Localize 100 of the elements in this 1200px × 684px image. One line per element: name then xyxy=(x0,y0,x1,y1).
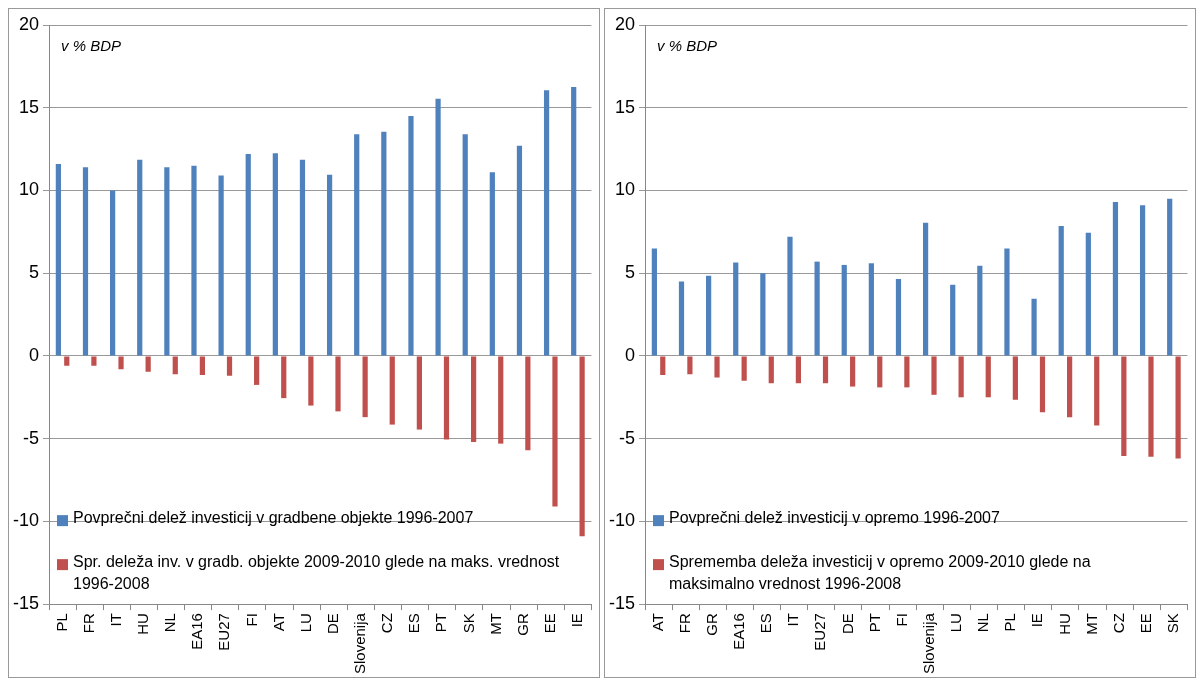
x-tick-label: IT xyxy=(784,613,802,627)
bar xyxy=(795,356,801,384)
y-tick-label: 0 xyxy=(625,344,636,365)
y-tick-label: 15 xyxy=(18,96,40,117)
bar xyxy=(91,356,97,366)
bar xyxy=(435,98,441,356)
bar xyxy=(471,356,477,442)
x-tick-label: SK xyxy=(459,613,477,634)
bar xyxy=(308,356,314,406)
bar xyxy=(191,165,197,356)
bar xyxy=(904,356,910,388)
x-tick-label: NL xyxy=(161,613,179,633)
bar xyxy=(110,190,116,356)
x-tick-label: EE xyxy=(1136,613,1154,634)
bar xyxy=(660,356,666,375)
x-tick-label: NL xyxy=(974,613,992,633)
x-tick-label: GR xyxy=(702,612,720,636)
bar xyxy=(850,356,856,387)
x-tick-label: DE xyxy=(838,613,856,634)
x-tick-label: MT xyxy=(1082,613,1100,635)
x-tick-label: DE xyxy=(323,613,341,634)
bar xyxy=(462,134,468,356)
bar xyxy=(552,356,558,507)
x-tick-label: EU27 xyxy=(215,613,233,651)
x-tick-label: EA16 xyxy=(730,613,748,650)
bar xyxy=(543,90,550,356)
x-tick-label: PL xyxy=(1001,613,1019,632)
x-tick-label: FR xyxy=(79,612,97,634)
x-tick-label: AT xyxy=(269,613,287,632)
bar xyxy=(498,356,504,444)
annotation: v % BDP xyxy=(657,36,718,54)
bar xyxy=(516,145,523,356)
x-tick-label: PL xyxy=(52,613,70,632)
bar xyxy=(571,87,577,356)
x-tick-label: IT xyxy=(106,613,124,627)
bar xyxy=(1112,202,1119,356)
x-tick-label: PT xyxy=(432,613,450,633)
x-tick-label: HU xyxy=(134,613,152,635)
x-tick-label: IE xyxy=(568,613,586,628)
bar xyxy=(381,131,387,356)
bar xyxy=(335,356,341,412)
x-tick-label: HU xyxy=(1055,613,1073,635)
y-tick-label: 0 xyxy=(29,344,40,365)
y-tick-label: 15 xyxy=(614,96,636,117)
bar xyxy=(877,356,883,388)
bar xyxy=(958,356,964,398)
bar xyxy=(55,163,61,356)
y-tick-label: 20 xyxy=(18,13,40,34)
x-tick-label: CZ xyxy=(378,613,396,634)
y-tick-label: -5 xyxy=(619,427,636,448)
bar xyxy=(1094,356,1100,426)
x-tick-label: EU27 xyxy=(811,613,829,651)
bar xyxy=(931,356,937,395)
bar xyxy=(1175,356,1181,459)
bar xyxy=(254,356,260,385)
legend-label: Povprečni delež investicij v gradbene objekte 1996-2007 xyxy=(73,508,474,526)
y-tick-label: 10 xyxy=(18,179,40,200)
x-tick-label: LU xyxy=(296,613,314,633)
legend-label: Sprememba deleža investicij v opremo 2009-2010 glede na maksimalno vrednost 1996-2008 xyxy=(669,552,1091,592)
bar xyxy=(145,356,151,372)
bar xyxy=(741,356,747,381)
x-tick-label: FI xyxy=(892,613,910,627)
bar xyxy=(164,167,170,356)
bar xyxy=(1085,232,1091,356)
bar xyxy=(579,356,585,537)
legend-label: Povprečni delež investicij v opremo 1996-2007 xyxy=(669,508,1000,526)
x-tick-label: FR xyxy=(675,612,693,634)
bar xyxy=(706,275,712,356)
bar xyxy=(687,356,693,375)
bar xyxy=(1148,356,1154,457)
y-tick-label: -5 xyxy=(23,427,40,448)
y-tick-label: -15 xyxy=(609,593,636,614)
y-tick-label: -10 xyxy=(13,510,40,531)
bar xyxy=(814,261,820,356)
x-tick-label: EE xyxy=(540,613,558,634)
x-tick-label: SK xyxy=(1164,613,1182,634)
bar xyxy=(82,167,89,356)
bar xyxy=(489,172,495,356)
bar xyxy=(443,356,450,440)
bar xyxy=(678,281,685,356)
bar xyxy=(985,356,991,398)
bar xyxy=(651,248,657,356)
bar xyxy=(760,273,766,356)
bar xyxy=(245,154,251,356)
bar xyxy=(416,356,422,430)
x-tick-label: AT xyxy=(648,613,666,632)
bar xyxy=(137,159,143,356)
x-tick-label: FI xyxy=(242,613,260,627)
x-tick-label: Slovenija xyxy=(919,612,937,674)
bar xyxy=(822,356,829,384)
bar xyxy=(1139,205,1146,356)
bar xyxy=(1039,356,1046,413)
bar xyxy=(299,159,306,356)
bar xyxy=(733,262,739,356)
bar xyxy=(354,134,360,356)
y-tick-label: 20 xyxy=(614,13,636,34)
y-tick-label: 10 xyxy=(614,179,636,200)
bar xyxy=(977,265,983,356)
bar xyxy=(841,264,847,356)
x-tick-label: MT xyxy=(486,613,504,635)
